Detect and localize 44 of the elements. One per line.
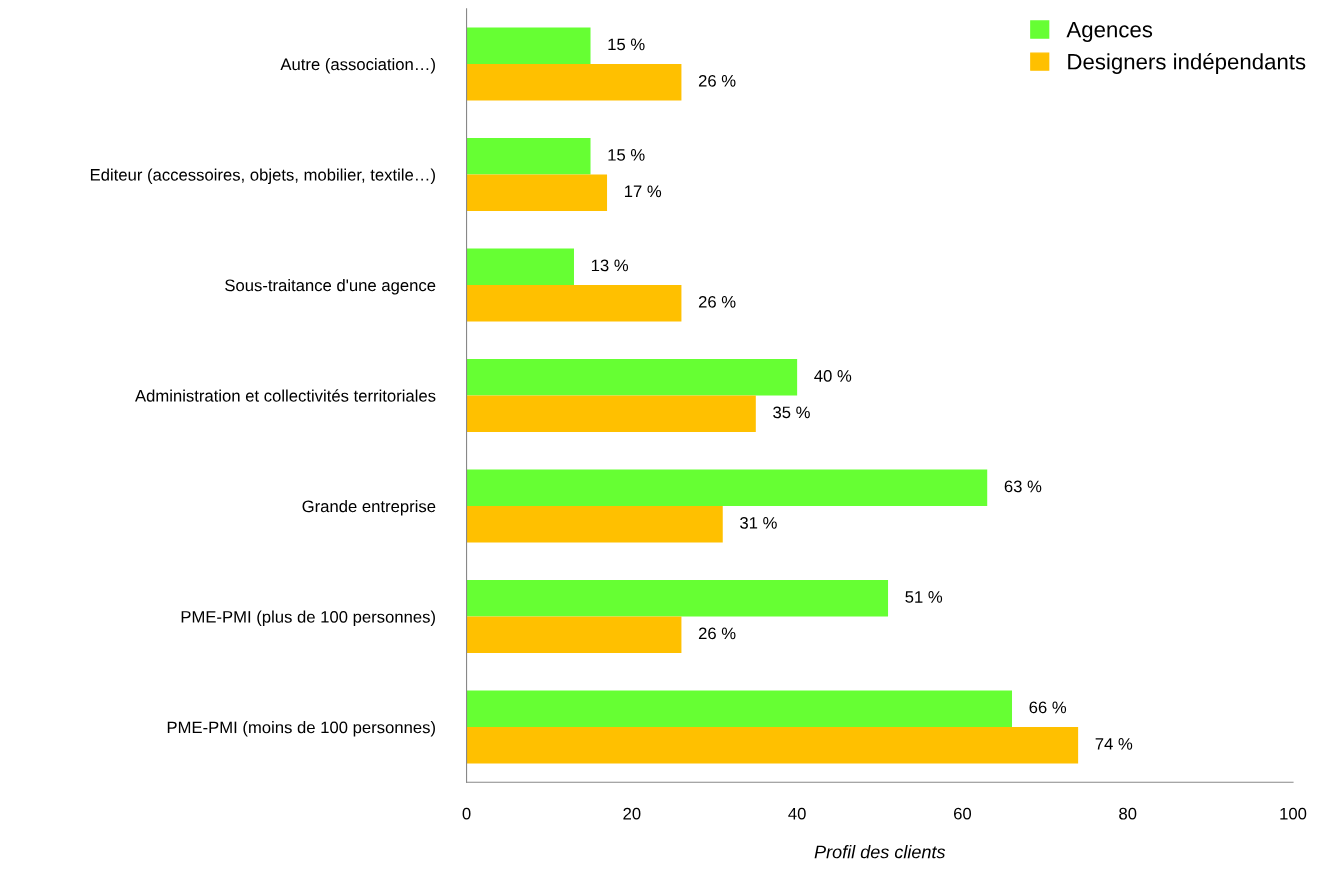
x-tick-label: 60 [954,807,972,820]
data-label: 74 % [1095,738,1133,750]
y-tick-label: PME-PMI (plus de 100 personnes) [181,610,435,627]
legend-label: Designers indépendants [1068,53,1306,74]
x-tick-label: 40 [788,807,806,820]
data-label: 35 % [773,406,810,419]
data-label: 40 % [814,369,852,382]
bar [466,506,723,543]
x-tick-label: 0 [462,807,471,820]
bar [466,174,608,212]
legend-label: Agences [1066,21,1153,42]
x-tick-label: 100 [1280,807,1307,820]
data-label: 31 % [740,516,777,529]
bar [466,248,574,286]
bar [466,359,798,396]
bar [466,727,1079,764]
data-label: 15 % [608,38,645,51]
data-label: 26 % [698,295,736,308]
bar [466,469,988,507]
x-axis-title: Profil des clients [814,845,946,859]
y-tick-label: Sous-traitance d'une agence [225,279,436,295]
data-label: 13 % [591,259,629,272]
x-tick-label: 80 [1119,807,1137,820]
data-label: 26 % [698,74,736,87]
bar [466,690,1013,728]
y-tick-label: Editeur (accessoires, objets, mobilier, textile…) [90,168,435,185]
data-label: 51 % [905,591,943,603]
y-tick-label: PME-PMI (moins de 100 personnes) [167,721,435,737]
data-label: 66 % [1029,701,1067,714]
y-tick-label: Grande entreprise [302,500,436,516]
bar [466,285,682,322]
y-tick-label: Autre (association…) [280,58,435,74]
data-label: 63 % [1004,480,1042,493]
data-label: 15 % [608,149,645,161]
data-label: 26 % [698,627,736,640]
bar [466,27,591,65]
y-tick-label: Administration et collectivités territoriales [135,389,436,402]
x-tick-label: 20 [623,807,641,820]
data-label: 17 % [624,185,662,198]
bar [466,395,756,433]
bar [466,616,682,654]
bar [466,64,682,101]
bar [466,138,591,175]
bar [466,580,889,617]
